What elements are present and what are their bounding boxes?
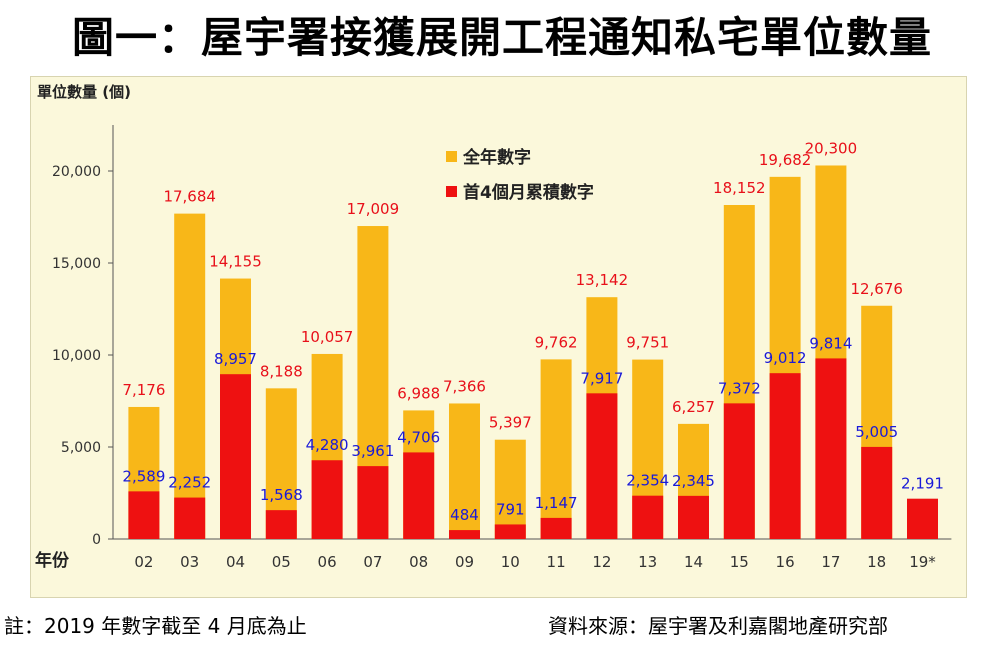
data-label-total: 5,397 [489, 414, 532, 432]
x-tick-label: 15 [730, 553, 749, 571]
y-tick-label: 20,000 [52, 164, 101, 180]
y-tick-label: 0 [92, 532, 101, 548]
chart-axes: 0 5,000 10,000 15,000 20,000 02 03 04 05 06 07 08 09… [52, 125, 952, 571]
bar-ytd [907, 498, 938, 539]
data-label-ytd: 1,568 [260, 486, 303, 504]
footnote: 註：2019 年數字截至 4 月底為止 [4, 614, 307, 638]
data-label-ytd: 4,280 [306, 436, 349, 454]
data-label-ytd: 9,814 [809, 334, 852, 352]
x-tick-label: 18 [867, 553, 886, 571]
y-tick-label: 10,000 [52, 348, 101, 364]
data-label-total: 8,188 [260, 362, 303, 380]
legend-label-ytd: 首4個月累積數字 [463, 182, 594, 203]
x-tick-label: 07 [363, 553, 382, 571]
data-label-total: 9,751 [626, 334, 669, 352]
data-label-ytd: 7,372 [718, 379, 761, 397]
data-label-total: 9,762 [535, 333, 578, 351]
x-tick-label: 12 [592, 553, 611, 571]
data-label-total: 7,176 [122, 381, 165, 399]
x-tick-label: 05 [272, 553, 291, 571]
bar-ytd [540, 517, 572, 539]
bar-chart: 0 5,000 10,000 15,000 20,000 02 03 04 05 06 07 08 09… [35, 83, 952, 571]
bar-ytd [861, 446, 893, 539]
chart-panel: 0 5,000 10,000 15,000 20,000 02 03 04 05 06 07 08 09… [30, 76, 967, 598]
bar-ytd [494, 524, 526, 539]
data-label-ytd: 791 [496, 500, 525, 518]
bar-ytd [311, 460, 343, 539]
data-label-ytd: 484 [450, 506, 479, 524]
data-label-ytd: 2,354 [626, 472, 669, 490]
bar-ytd [769, 373, 801, 539]
data-label-total: 10,057 [301, 328, 354, 346]
bar-ytd [723, 403, 755, 539]
data-label-ytd: 2,191 [901, 475, 944, 493]
data-label-ytd: 2,589 [122, 467, 165, 485]
data-label-ytd: 4,706 [397, 428, 440, 446]
bar-ytd [265, 510, 297, 539]
data-label-ytd: 9,012 [764, 349, 807, 367]
bar-ytd [586, 393, 618, 539]
data-label-ytd: 2,345 [672, 472, 715, 490]
data-label-total: 17,009 [347, 200, 400, 218]
y-tick-label: 5,000 [61, 440, 101, 456]
bar-total [540, 359, 572, 539]
data-label-ytd: 1,147 [535, 494, 578, 512]
chart-legend: 全年數字 首4個月累積數字 [446, 147, 594, 203]
page-title: 圖一：屋宇署接獲展開工程通知私宅單位數量 [71, 13, 932, 62]
bar-ytd [815, 358, 847, 539]
data-label-total: 6,257 [672, 398, 715, 416]
bar-ytd [357, 466, 389, 539]
y-tick-label: 15,000 [52, 256, 101, 272]
x-tick-label: 02 [134, 553, 153, 571]
data-label-total: 19,682 [759, 151, 812, 169]
data-label-total: 7,366 [443, 377, 486, 395]
data-label-total: 6,988 [397, 384, 440, 402]
bar-ytd [678, 495, 709, 539]
x-tick-label: 03 [180, 553, 199, 571]
x-tick-label: 08 [409, 553, 428, 571]
bar-ytd [403, 452, 435, 539]
data-label-ytd: 7,917 [580, 369, 623, 387]
data-label-total: 17,684 [163, 188, 216, 206]
data-label-total: 18,152 [713, 179, 766, 197]
data-label-total: 20,300 [805, 139, 858, 157]
legend-label-total: 全年數字 [462, 147, 531, 168]
data-label-ytd: 2,252 [168, 474, 211, 492]
bar-ytd [174, 497, 206, 539]
legend-swatch-total [446, 151, 457, 162]
bar-total [494, 439, 526, 539]
bar-ytd [632, 495, 664, 539]
x-axis-title: 年份 [35, 550, 70, 571]
x-tick-label: 14 [684, 553, 703, 571]
source-note: 資料來源：屋宇署及利嘉閣地產研究部 [548, 614, 888, 638]
data-label-total: 14,155 [209, 253, 262, 271]
legend-swatch-ytd [446, 186, 457, 197]
x-tick-label: 11 [547, 553, 566, 571]
x-tick-label: 19* [909, 553, 936, 571]
x-tick-label: 06 [318, 553, 337, 571]
x-tick-label: 13 [638, 553, 657, 571]
chart-bars [128, 165, 938, 540]
bar-ytd [128, 491, 160, 539]
data-label-total: 12,676 [850, 280, 903, 298]
data-label-ytd: 8,957 [214, 350, 257, 368]
bar-total [449, 403, 480, 539]
data-label-ytd: 3,961 [351, 442, 394, 460]
x-tick-label: 04 [226, 553, 245, 571]
y-axis-title: 單位數量 (個) [37, 83, 131, 101]
x-tick-label: 09 [455, 553, 474, 571]
bar-ytd [220, 374, 251, 539]
x-tick-label: 16 [776, 553, 795, 571]
data-label-total: 13,142 [576, 271, 629, 289]
x-tick-label: 10 [501, 553, 520, 571]
bar-ytd [449, 530, 480, 539]
data-label-ytd: 5,005 [855, 423, 898, 441]
x-tick-label: 17 [821, 553, 840, 571]
bar-total [174, 213, 206, 540]
